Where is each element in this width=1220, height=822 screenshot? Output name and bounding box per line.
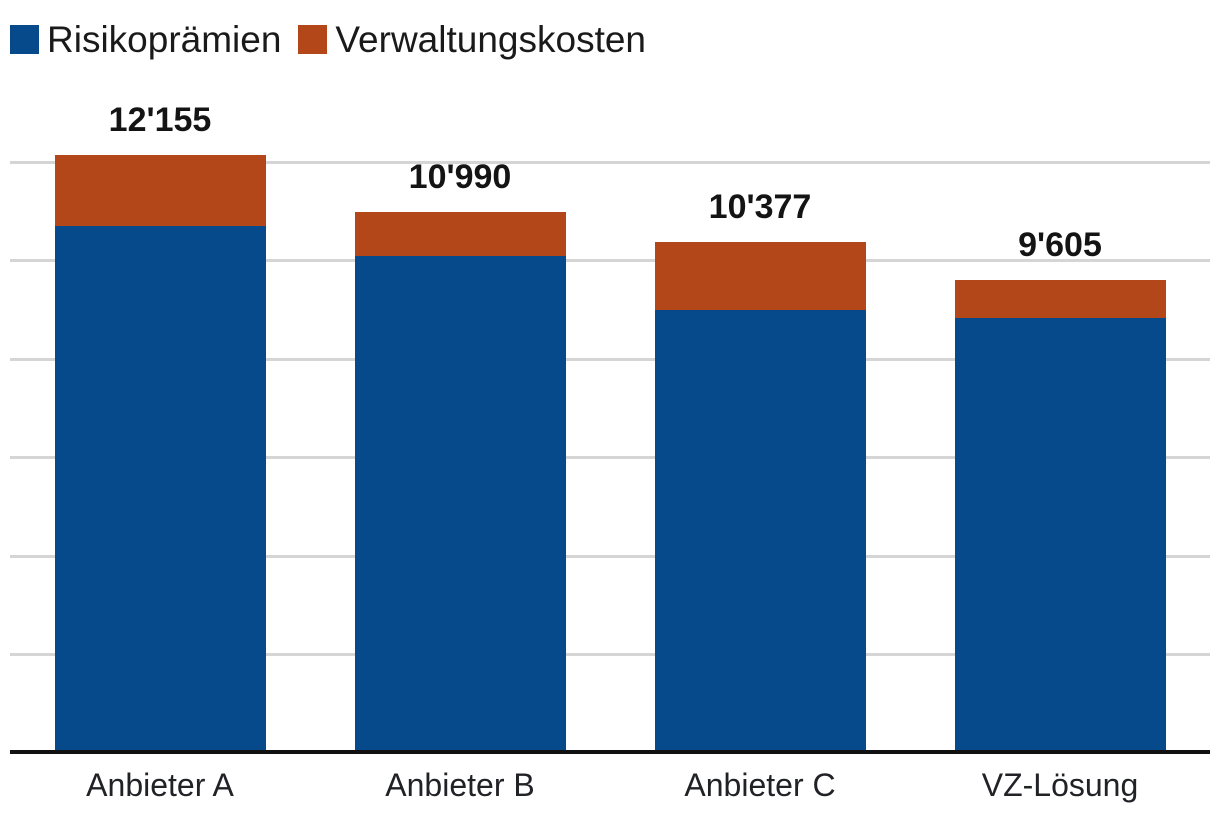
category-label-anbieter-a: Anbieter A <box>86 767 234 803</box>
gridline-10000 <box>10 259 1210 263</box>
bar-segment-risikopr-mien-anbieter-a <box>54 226 266 753</box>
bar-segment-risikopr-mien-anbieter-c <box>654 309 866 753</box>
bar-segment-risikopr-mien-anbieter-b <box>354 256 566 753</box>
legend-swatch-risikopraemien <box>10 25 39 54</box>
gridline-6000 <box>10 456 1210 460</box>
category-label-anbieter-c: Anbieter C <box>684 767 836 803</box>
bar-segment-verwaltungskosten-anbieter-a <box>54 154 266 227</box>
value-label-anbieter-c: 10'377 <box>708 188 812 227</box>
bar-segment-verwaltungskosten-anbieter-c <box>654 242 866 310</box>
category-label-anbieter-b: Anbieter B <box>385 767 535 803</box>
legend-label-risikopraemien: Risikoprämien <box>47 19 282 60</box>
value-label-anbieter-b: 10'990 <box>408 158 512 197</box>
chart-legend: Risikoprämien Verwaltungskosten <box>10 21 646 58</box>
x-axis-line <box>10 750 1210 754</box>
bar-segment-verwaltungskosten-anbieter-b <box>354 212 566 257</box>
category-label-vz-l-sung: VZ-Lösung <box>981 767 1139 803</box>
legend-swatch-verwaltungskosten <box>298 25 328 54</box>
gridline-12000 <box>10 161 1210 164</box>
gridline-4000 <box>10 554 1210 558</box>
legend-label-verwaltungskosten: Verwaltungskosten <box>335 19 647 60</box>
value-label-vz-l-sung: 9'605 <box>1018 226 1102 265</box>
legend-item-risikopraemien: Risikoprämien <box>10 21 281 58</box>
value-label-anbieter-a: 12'155 <box>108 100 212 139</box>
gridline-8000 <box>10 357 1210 361</box>
bar-segment-verwaltungskosten-vz-l-sung <box>954 280 1166 318</box>
gridline-2000 <box>10 653 1210 657</box>
bar-segment-risikopr-mien-vz-l-sung <box>954 317 1166 753</box>
legend-item-verwaltungskosten: Verwaltungskosten <box>298 21 646 58</box>
